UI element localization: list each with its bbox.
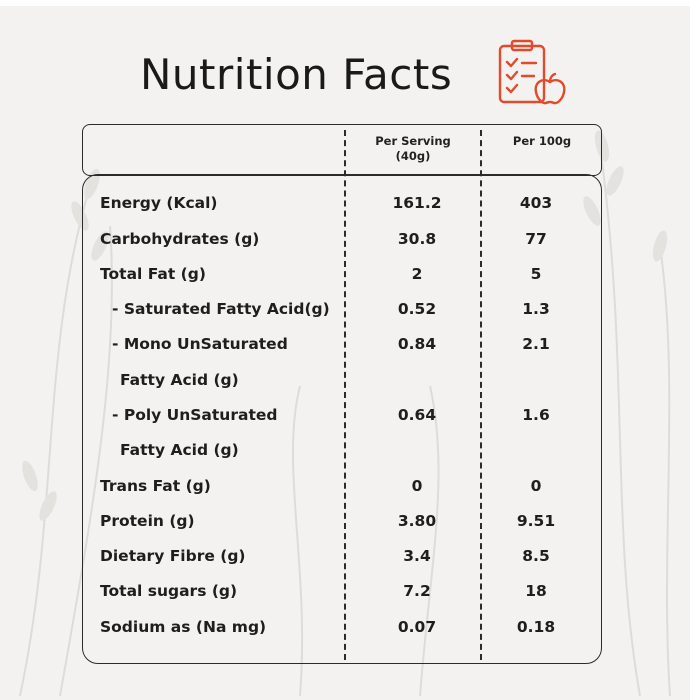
row-label-continued: Fatty Acid (g): [120, 441, 239, 459]
checklist-apple-icon: [498, 39, 566, 105]
row-value-serving: 7.2: [403, 582, 431, 600]
row-label: Total Fat (g): [100, 265, 206, 283]
row-value-100g: 9.51: [516, 512, 556, 530]
row-label-continued: Fatty Acid (g): [120, 371, 239, 389]
row-value-serving: 0.52: [397, 300, 437, 318]
row-value-serving: 3.4: [403, 547, 431, 565]
row-label: Trans Fat (g): [100, 477, 211, 495]
row-value-serving: 0.64: [397, 406, 437, 424]
row-value-serving: 2: [411, 265, 423, 283]
table-body-box: [82, 174, 602, 664]
row-value-serving: 30.8: [397, 230, 437, 248]
column-header-per-100g: Per 100g: [512, 134, 572, 148]
row-value-100g: 1.6: [522, 406, 550, 424]
row-label: Energy (Kcal): [100, 194, 218, 212]
row-value-100g: 0: [530, 477, 542, 495]
row-value-100g: 8.5: [522, 547, 550, 565]
row-label: - Saturated Fatty Acid(g): [112, 300, 330, 318]
row-value-100g: 403: [519, 194, 553, 212]
row-value-100g: 18: [525, 582, 547, 600]
page-title: Nutrition Facts: [140, 50, 453, 99]
row-label: Carbohydrates (g): [100, 230, 260, 248]
row-label: - Mono UnSaturated: [112, 335, 288, 353]
row-value-100g: 2.1: [522, 335, 550, 353]
row-label: - Poly UnSaturated: [112, 406, 278, 424]
row-label: Dietary Fibre (g): [100, 547, 246, 565]
column-header-per-serving: Per Serving (40g): [375, 134, 451, 163]
row-value-100g: 77: [525, 230, 547, 248]
nutrition-panel: Nutrition Facts Per Serving (40g) Per 10…: [0, 6, 690, 700]
row-value-serving: 161.2: [392, 194, 442, 212]
column-divider: [344, 130, 346, 660]
row-value-100g: 1.3: [522, 300, 550, 318]
row-label: Protein (g): [100, 512, 195, 530]
row-value-serving: 0.07: [397, 618, 437, 636]
column-divider: [480, 130, 482, 660]
wheat-background-icon: [19, 130, 671, 697]
row-label: Sodium as (Na mg): [100, 618, 267, 636]
row-value-100g: 0.18: [516, 618, 556, 636]
row-value-serving: 3.80: [397, 512, 437, 530]
row-value-serving: 0: [411, 477, 423, 495]
row-label: Total sugars (g): [100, 582, 238, 600]
row-value-100g: 5: [530, 265, 542, 283]
row-value-serving: 0.84: [397, 335, 437, 353]
table-header-box: [82, 124, 602, 176]
